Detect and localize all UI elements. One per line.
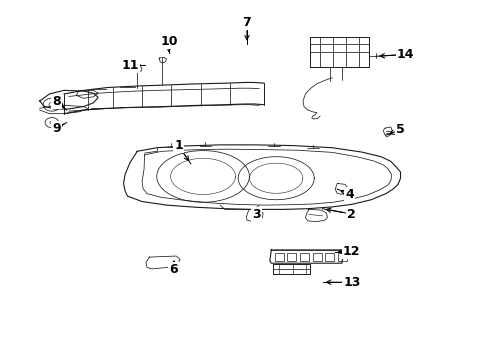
Text: 14: 14 [396, 48, 413, 61]
Text: 8: 8 [52, 95, 61, 108]
Text: 2: 2 [346, 208, 355, 221]
Text: 6: 6 [169, 263, 178, 276]
Text: 12: 12 [342, 245, 360, 258]
Text: 9: 9 [52, 122, 61, 135]
Text: 11: 11 [121, 59, 139, 72]
Text: 3: 3 [252, 208, 261, 221]
Text: 5: 5 [395, 123, 404, 136]
Text: 10: 10 [160, 35, 177, 49]
Text: 13: 13 [343, 276, 360, 289]
Bar [287, 253, 296, 261]
Bar [337, 253, 346, 261]
Bar [325, 253, 333, 261]
Bar [300, 253, 308, 261]
Bar [274, 253, 283, 261]
Bar [312, 253, 321, 261]
Text: 1: 1 [174, 139, 183, 152]
Text: 4: 4 [344, 188, 353, 201]
Text: 7: 7 [242, 16, 251, 29]
